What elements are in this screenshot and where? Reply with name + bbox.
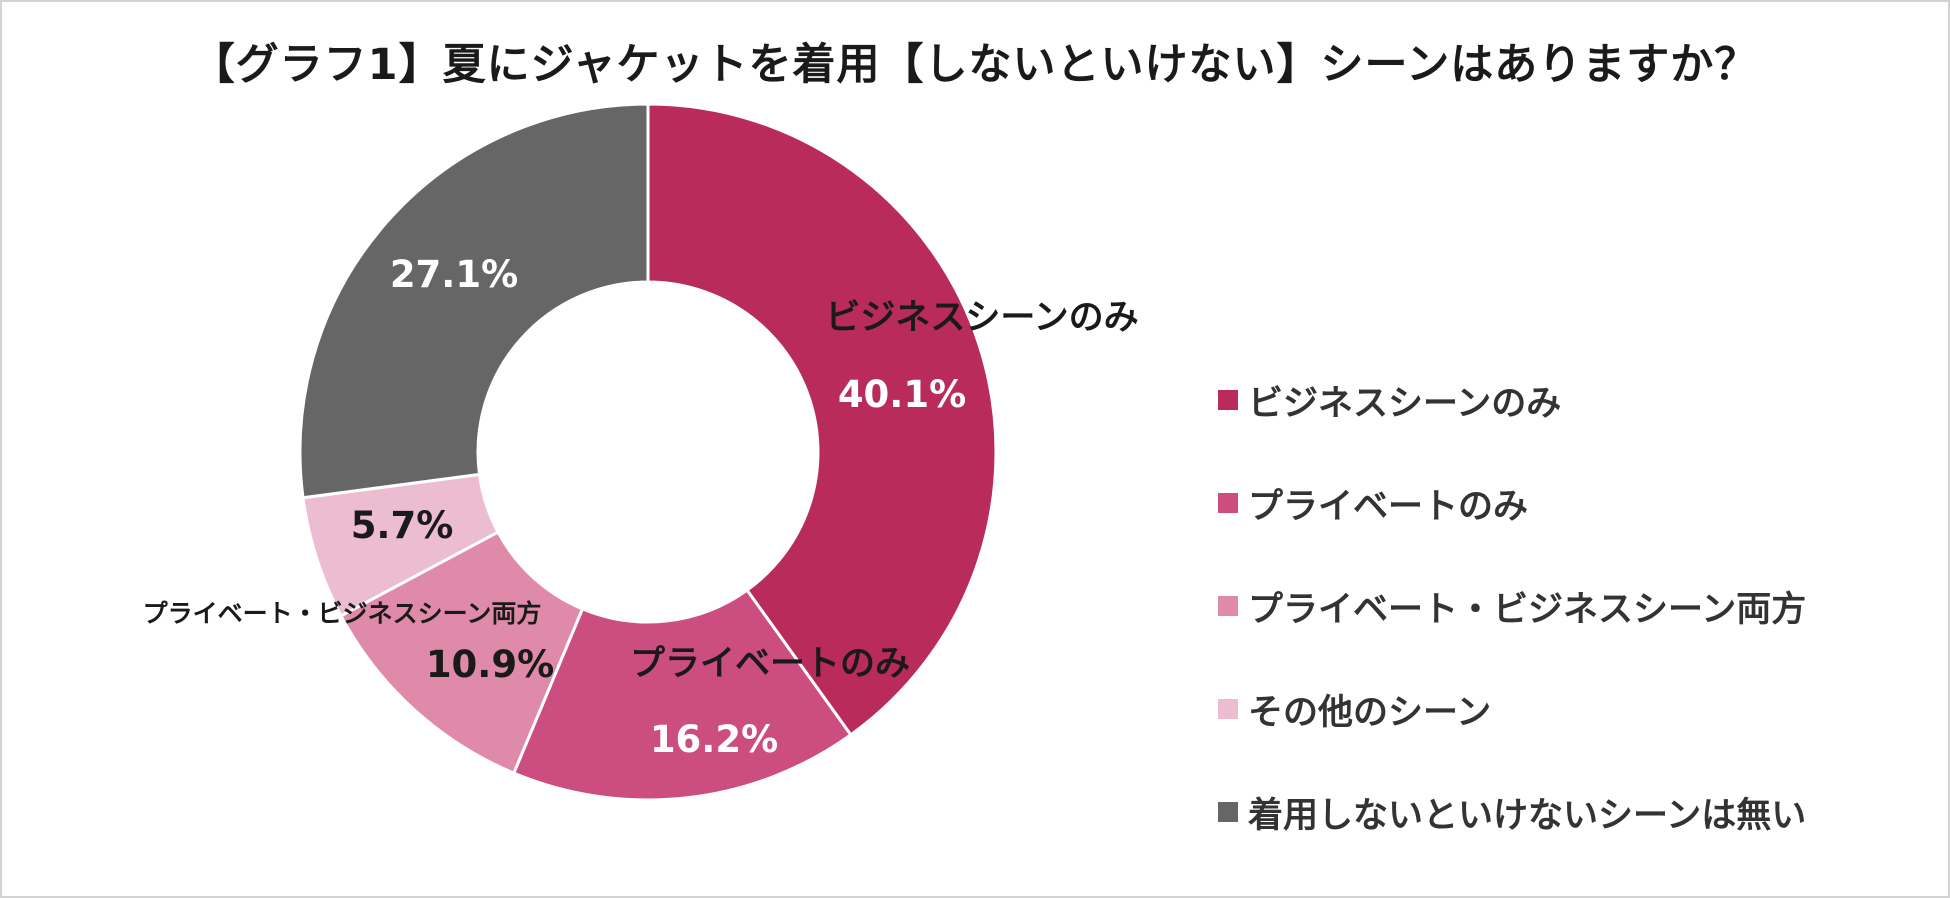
legend-swatch [1218,802,1238,822]
legend-swatch [1218,699,1238,719]
legend-swatch [1218,390,1238,410]
legend-item-business-only: ビジネスシーンのみ [1218,375,1561,425]
donut-slice-private-only [511,588,853,802]
legend-label: その他のシーン [1248,692,1492,733]
legend-label: ビジネスシーンのみ [1248,383,1562,424]
legend-swatch [1218,493,1238,513]
legend-item-none: 着用しないといけないシーンは無い [1218,787,1806,837]
donut-slice-business-only [646,102,998,737]
legend-label: プライベートのみ [1248,486,1529,527]
value-label-business-only: 40.1% [838,373,966,416]
legend-item-both: プライベート・ビジネスシーン両方 [1218,581,1806,631]
value-label-other: 5.7% [351,504,454,547]
value-label-none: 27.1% [390,253,518,296]
value-label-private-only: 16.2% [650,718,778,761]
legend-item-other: その他のシーン [1218,684,1491,734]
chart-title: 【グラフ1】夏にジャケットを着用【しないといけない】シーンはありますか？ [191,40,1759,90]
slice-name-label-both: プライベート・ビジネスシーン両方 [143,599,542,628]
legend-label: 着用しないといけないシーンは無い [1248,795,1807,836]
donut-slice-none [298,102,650,500]
legend-item-private-only: プライベートのみ [1218,478,1528,528]
donut-slice-both [338,529,585,776]
slice-name-label-business-only: ビジネスシーンのみ [825,298,1138,338]
legend-label: プライベート・ビジネスシーン両方 [1248,589,1807,630]
slice-name-label-private-only: プライベートのみ [630,644,910,684]
value-label-both: 10.9% [426,643,554,686]
legend-swatch [1218,596,1238,616]
